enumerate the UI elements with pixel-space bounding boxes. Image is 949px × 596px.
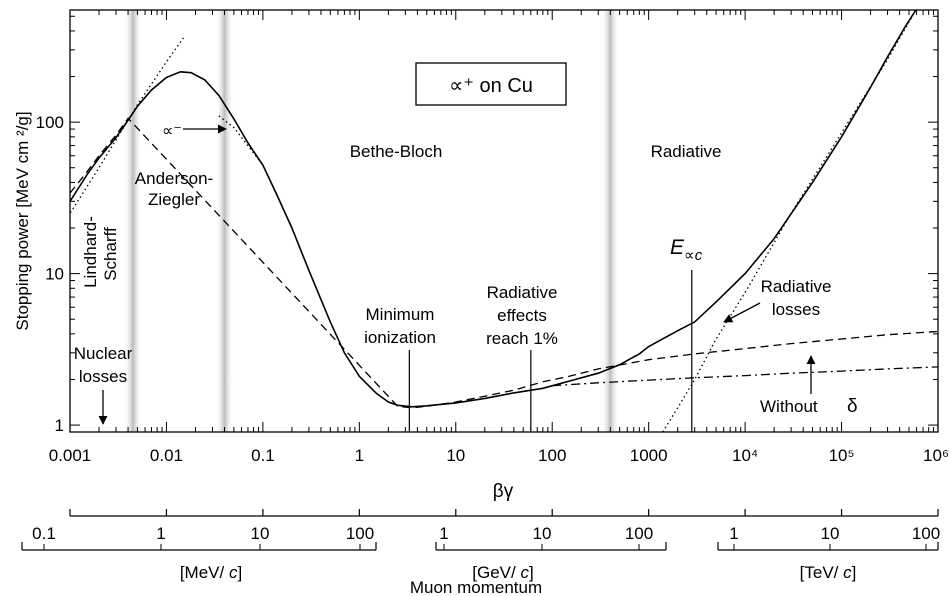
shaded-band-0 xyxy=(123,10,142,432)
plot-frame xyxy=(69,9,939,433)
radiative-losses-arrow xyxy=(723,302,761,323)
momentum-tick-label: 10 xyxy=(821,524,840,543)
series-solid-0 xyxy=(70,10,917,408)
delta-label: δ xyxy=(847,396,858,417)
x-tick-label: 0.01 xyxy=(150,446,183,465)
momentum-unit-label: [TeV/ c] xyxy=(800,563,857,582)
x-tick-label: 10⁴ xyxy=(732,446,758,465)
x-axis-label: βγ xyxy=(493,481,514,502)
vertical-markers xyxy=(408,270,693,432)
x-tick-label: 1000 xyxy=(630,446,668,465)
curves xyxy=(70,10,938,432)
radiative-effects-label-3: reach 1% xyxy=(486,329,558,348)
momentum-tick-label: 1 xyxy=(156,524,165,543)
y-tick-label: 100 xyxy=(36,113,64,132)
momentum-tick-label: 10 xyxy=(533,524,552,543)
momentum-tick-label: 1 xyxy=(729,524,738,543)
momentum-unit-label: [MeV/ c] xyxy=(180,563,242,582)
y-ticks: 1 10 100 xyxy=(36,15,938,435)
annotation-arrows xyxy=(98,124,816,425)
e-critical-subscript: ∝c xyxy=(684,247,703,264)
annotations: Lindhard- Scharff Anderson- Ziegler Beth… xyxy=(74,123,858,417)
legend-text: ∝⁺ on Cu xyxy=(449,75,533,97)
lindhard-label: Lindhard- xyxy=(81,216,100,288)
nuclear-label: Nuclear xyxy=(74,344,133,363)
anderson-label: Anderson- xyxy=(135,169,213,188)
x-tick-label: 100 xyxy=(538,446,566,465)
ionization-label: ionization xyxy=(364,328,436,347)
ziegler-label: Ziegler xyxy=(148,190,200,209)
series-dotted-5 xyxy=(218,115,264,166)
x-tick-label: 0.1 xyxy=(251,446,275,465)
series-dashed-1 xyxy=(70,117,938,409)
x-tick-label: 10 xyxy=(446,446,465,465)
nuclear-losses-label: losses xyxy=(79,367,127,386)
momentum-tick-label: 100 xyxy=(346,524,374,543)
y-tick-label: 10 xyxy=(45,265,64,284)
series-dotted-3 xyxy=(662,10,917,432)
momentum-tick-label: 10 xyxy=(251,524,270,543)
minimum-label: Minimum xyxy=(366,305,435,324)
x-tick-label: 10⁶ xyxy=(923,446,949,465)
scharff-label: Scharff xyxy=(101,227,120,281)
without-label: Without xyxy=(760,397,818,416)
series-dashdot-2 xyxy=(552,366,938,387)
momentum-label: Muon momentum xyxy=(410,578,542,596)
y-tick-label: 1 xyxy=(55,416,64,435)
series-dotted-4 xyxy=(70,37,184,215)
radiative-effects-label-2: effects xyxy=(497,306,547,325)
momentum-tick-label: 100 xyxy=(625,524,653,543)
x-tick-label: 10⁵ xyxy=(829,446,855,465)
mu-minus-label: ∝⁻ xyxy=(162,123,182,140)
x-tick-label: 1 xyxy=(355,446,364,465)
y-axis-label: Stopping power [MeV cm ²/g] xyxy=(13,111,32,330)
momentum-tick-label: 0.1 xyxy=(32,524,56,543)
shaded-band-2 xyxy=(601,10,620,432)
x-tick-label: 0.001 xyxy=(49,446,92,465)
radiative-effects-label-1: Radiative xyxy=(487,283,558,302)
radiative-losses-label-2: losses xyxy=(772,300,820,319)
x-ticks: 0.001 0.01 0.1 1 10 100 1000 10⁴ 10⁵ 10⁶ xyxy=(49,10,949,465)
momentum-axes: 0.1 1 10 100 [MeV/ c] 1 10 100 [GeV/ c] 1 10 100 [Te… xyxy=(21,509,940,582)
bethe-bloch-label: Bethe-Bloch xyxy=(350,142,443,161)
momentum-tick-label: 100 xyxy=(912,524,940,543)
legend-box xyxy=(415,62,567,106)
momentum-unit-label: [GeV/ c] xyxy=(472,563,533,582)
e-critical-label: E xyxy=(670,236,685,259)
momentum-tick-label: 1 xyxy=(439,524,448,543)
radiative-losses-label-1: Radiative xyxy=(761,277,832,296)
radiative-region-label: Radiative xyxy=(651,142,722,161)
